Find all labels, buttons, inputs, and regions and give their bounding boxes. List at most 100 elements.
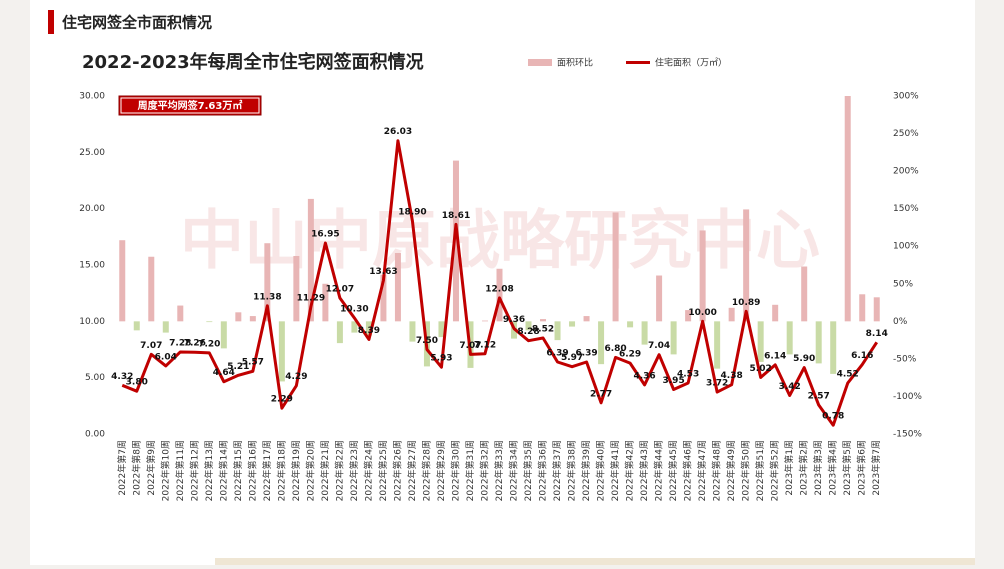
data-label: 8.52 bbox=[532, 325, 554, 335]
x-tick-label: 2022年第13周 bbox=[203, 440, 215, 501]
data-label: 8.39 bbox=[358, 326, 380, 336]
x-tick-label: 2022年第23周 bbox=[348, 440, 360, 501]
data-label: 10.89 bbox=[732, 298, 760, 308]
data-label: 4.53 bbox=[677, 369, 699, 379]
x-tick-label: 2022年第29周 bbox=[435, 440, 447, 501]
bar bbox=[481, 320, 488, 322]
bar bbox=[119, 240, 126, 322]
x-tick-label: 2022年第37周 bbox=[551, 440, 563, 501]
x-tick-label: 2022年第25周 bbox=[377, 440, 389, 501]
data-label: 10.30 bbox=[340, 304, 368, 314]
x-tick-label: 2023年第6周 bbox=[856, 440, 868, 496]
data-label: 7.07 bbox=[140, 341, 162, 351]
x-tick-label: 2022年第8周 bbox=[130, 440, 142, 496]
annotation: 周度平均网签7.63万㎡ bbox=[138, 99, 243, 112]
header-marker bbox=[48, 10, 54, 34]
bar bbox=[540, 319, 547, 322]
data-label: 0.78 bbox=[822, 412, 844, 422]
y2-tick-label: 200% bbox=[893, 167, 919, 177]
data-label: 11.29 bbox=[297, 293, 325, 303]
data-label: 9.36 bbox=[503, 315, 525, 325]
x-tick-label: 2022年第41周 bbox=[609, 440, 621, 501]
data-label: 12.08 bbox=[485, 284, 513, 294]
legend-swatch bbox=[528, 59, 552, 66]
data-label: 11.38 bbox=[253, 292, 281, 302]
bar bbox=[336, 321, 343, 344]
data-label: 6.39 bbox=[546, 349, 568, 359]
bar bbox=[815, 321, 822, 364]
bar bbox=[612, 212, 619, 322]
x-tick-label: 2022年第52周 bbox=[769, 440, 781, 501]
x-tick-label: 2023年第5周 bbox=[841, 440, 853, 496]
x-tick-label: 2022年第20周 bbox=[304, 440, 316, 501]
y2-tick-label: -50% bbox=[893, 354, 917, 364]
bar bbox=[235, 312, 242, 322]
x-tick-label: 2022年第46周 bbox=[682, 440, 694, 501]
x-tick-label: 2023年第1周 bbox=[783, 440, 795, 496]
bar bbox=[859, 294, 866, 322]
data-label: 5.21 bbox=[227, 362, 249, 372]
x-tick-label: 2022年第40周 bbox=[595, 440, 607, 501]
bar bbox=[438, 321, 445, 338]
bar bbox=[177, 305, 184, 322]
x-tick-label: 2022年第9周 bbox=[145, 440, 157, 496]
data-label: 6.80 bbox=[604, 344, 626, 354]
data-label: 6.14 bbox=[764, 351, 786, 361]
y-tick-label: 15.00 bbox=[79, 261, 105, 271]
x-tick-label: 2022年第15周 bbox=[232, 440, 244, 501]
bar bbox=[583, 316, 590, 322]
y-tick-label: 20.00 bbox=[79, 204, 105, 214]
data-label: 12.07 bbox=[326, 285, 354, 295]
x-tick-label: 2022年第51周 bbox=[754, 440, 766, 501]
data-label: 3.42 bbox=[779, 382, 801, 392]
y-tick-label: 0.00 bbox=[85, 430, 105, 440]
x-tick-label: 2023年第4周 bbox=[827, 440, 839, 496]
data-label: 7.04 bbox=[648, 341, 670, 351]
bar bbox=[148, 256, 155, 322]
line bbox=[121, 139, 879, 427]
data-label: 7.20 bbox=[198, 339, 220, 349]
y2-tick-label: 50% bbox=[893, 279, 913, 289]
bar bbox=[409, 321, 416, 342]
x-tick-label: 2022年第31周 bbox=[464, 440, 476, 501]
data-label: 6.39 bbox=[575, 349, 597, 359]
data-label: 5.57 bbox=[242, 358, 264, 368]
bar bbox=[554, 321, 561, 341]
bar bbox=[394, 252, 401, 322]
data-label: 4.52 bbox=[837, 370, 859, 380]
bar bbox=[757, 321, 764, 362]
bar bbox=[830, 321, 837, 374]
annotation-box bbox=[118, 95, 262, 116]
x-tick-label: 2022年第27周 bbox=[406, 440, 418, 501]
bar bbox=[220, 321, 227, 349]
data-label: 7.26 bbox=[184, 339, 206, 349]
y2-tick-label: 100% bbox=[893, 242, 919, 252]
bar bbox=[641, 321, 648, 345]
x-tick-label: 2022年第45周 bbox=[667, 440, 679, 501]
bar bbox=[133, 321, 140, 331]
bar bbox=[278, 321, 285, 382]
header: 住宅网签全市面积情况 bbox=[62, 14, 212, 32]
data-label: 10.00 bbox=[688, 308, 716, 318]
bar bbox=[307, 198, 314, 322]
bar bbox=[786, 321, 793, 355]
bar bbox=[569, 321, 576, 327]
footer-band bbox=[215, 558, 975, 565]
y-tick-label: 10.00 bbox=[79, 317, 105, 327]
x-tick-label: 2022年第35周 bbox=[522, 440, 534, 501]
x-tick-label: 2022年第48周 bbox=[711, 440, 723, 501]
data-label: 13.63 bbox=[369, 267, 397, 277]
x-tick-label: 2022年第38周 bbox=[566, 440, 578, 501]
data-label: 5.97 bbox=[561, 353, 583, 363]
x-tick-label: 2022年第21周 bbox=[319, 440, 331, 501]
data-label: 7.28 bbox=[169, 338, 191, 348]
x-tick-label: 2022年第30周 bbox=[449, 440, 461, 501]
bar bbox=[452, 160, 459, 322]
x-tick-label: 2022年第22周 bbox=[333, 440, 345, 501]
x-tick-label: 2022年第28周 bbox=[420, 440, 432, 501]
data-label: 7.50 bbox=[416, 336, 438, 346]
x-tick-label: 2022年第12周 bbox=[188, 440, 200, 501]
x-tick-label: 2022年第33周 bbox=[493, 440, 505, 501]
bar bbox=[162, 321, 169, 333]
